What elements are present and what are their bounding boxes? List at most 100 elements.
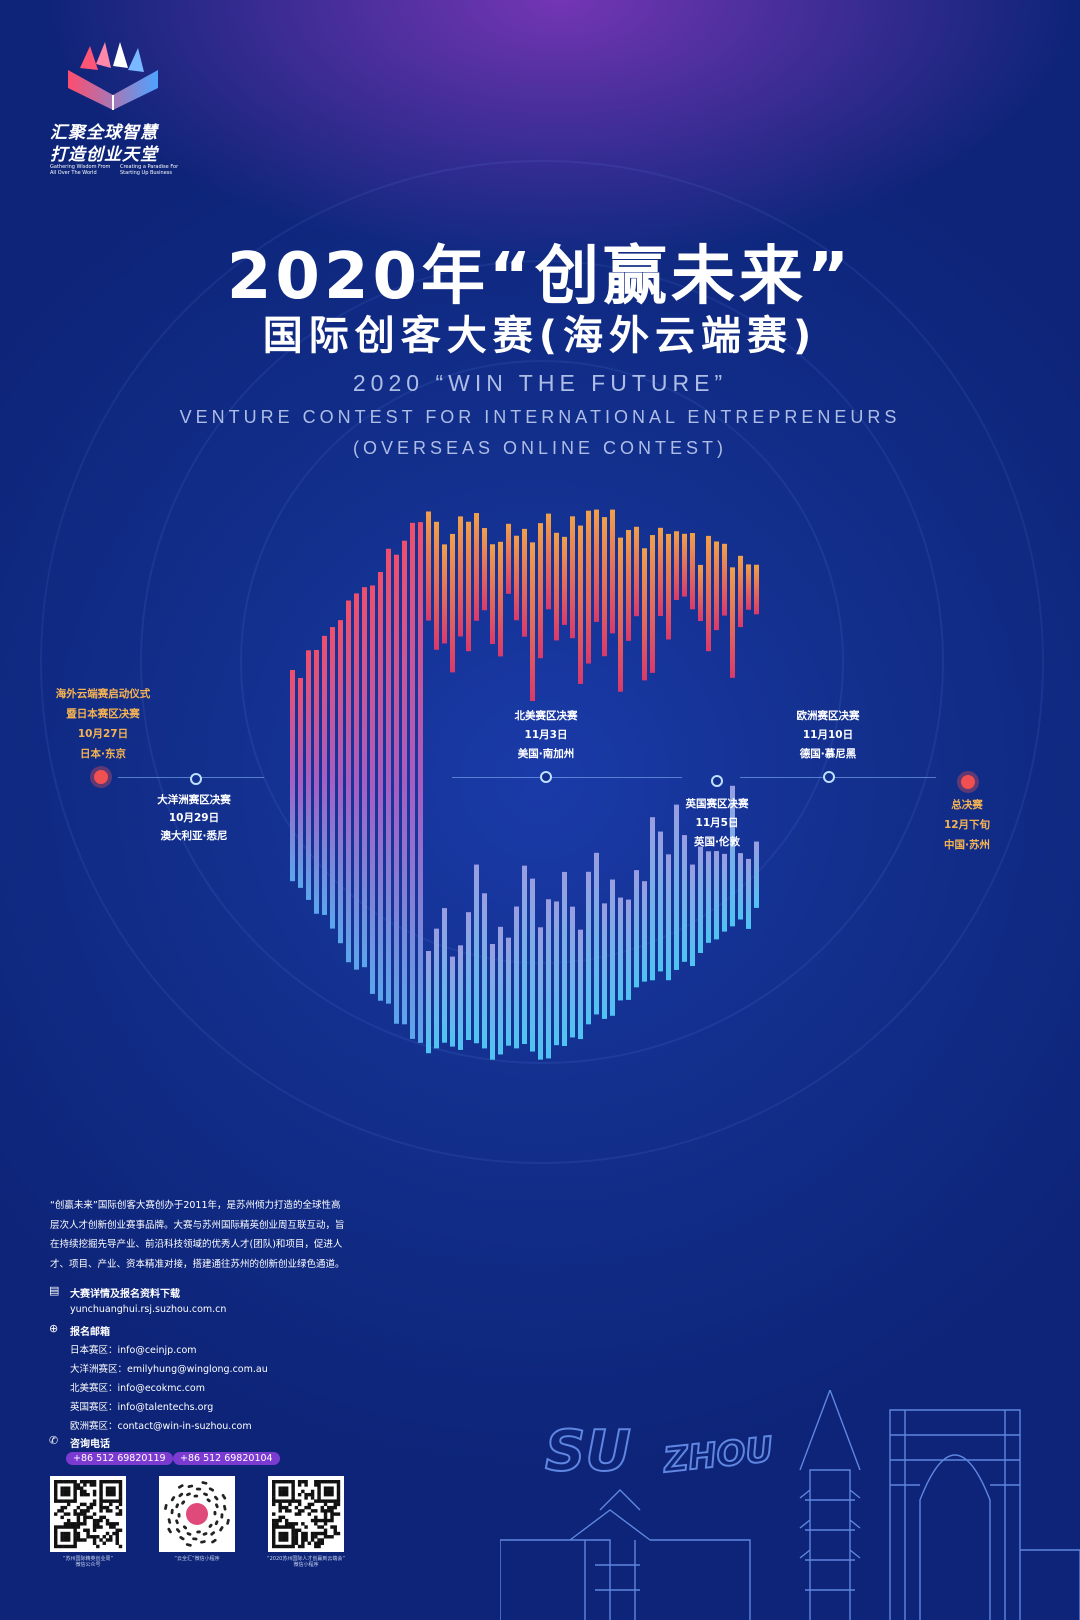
c-bar bbox=[498, 541, 503, 657]
c-bar bbox=[314, 649, 319, 914]
download-title: 大赛详情及报名资料下载 bbox=[70, 1289, 180, 1300]
city-word-su: SU bbox=[545, 1419, 631, 1484]
c-letter-graphic bbox=[290, 509, 759, 1060]
c-bar bbox=[746, 564, 751, 610]
c-bar bbox=[634, 870, 639, 988]
timeline-dot bbox=[711, 775, 723, 787]
c-bar bbox=[602, 517, 607, 657]
c-bar bbox=[506, 937, 511, 1046]
c-bar bbox=[730, 567, 735, 678]
c-bar bbox=[738, 555, 743, 628]
c-bar bbox=[610, 509, 615, 634]
c-bar bbox=[722, 543, 727, 616]
slogan-en-left: Gathering Wisdom From All Over The World bbox=[50, 164, 111, 176]
c-bar bbox=[506, 523, 511, 594]
c-bar bbox=[426, 950, 431, 1054]
bg-swirl bbox=[40, 160, 1044, 1164]
c-bar bbox=[498, 926, 503, 1055]
c-bar bbox=[578, 525, 583, 684]
c-bar bbox=[738, 853, 743, 920]
c-bar bbox=[690, 864, 695, 967]
slogan-line-1: 汇聚全球智慧 bbox=[50, 123, 158, 143]
email-title: 报名邮箱 bbox=[70, 1327, 110, 1338]
c-bar bbox=[674, 804, 679, 970]
c-bar bbox=[666, 854, 671, 981]
c-bar bbox=[474, 864, 479, 1044]
phone-badge-1[interactable]: +86 512 69820119 bbox=[66, 1452, 173, 1465]
document-icon: ▤ bbox=[49, 1284, 60, 1297]
timeline-segment bbox=[740, 777, 936, 778]
c-bar bbox=[530, 878, 535, 1052]
timeline-dot-start bbox=[94, 770, 108, 784]
event-north-america: 北美赛区决赛 11月3日 美国·南加州 bbox=[514, 710, 578, 760]
c-bar bbox=[682, 533, 687, 597]
c-bar bbox=[754, 841, 759, 908]
qr-code-mini-program[interactable] bbox=[159, 1476, 235, 1552]
c-bar bbox=[626, 899, 631, 1000]
book-fan-icon bbox=[68, 42, 158, 110]
c-bar bbox=[562, 871, 567, 1047]
c-bar bbox=[594, 852, 599, 1015]
c-bar bbox=[434, 928, 439, 1049]
c-bar bbox=[378, 572, 383, 1001]
c-bar bbox=[746, 858, 751, 929]
event-oceania: 大洋洲赛区决赛 10月29日 澳大利亚·悉尼 bbox=[157, 794, 231, 842]
c-bar bbox=[610, 879, 615, 1016]
email-oceania[interactable]: 大洋洲赛区：emilyhung@winglong.com.au bbox=[70, 1364, 268, 1375]
timeline-dot bbox=[823, 771, 835, 783]
c-bar bbox=[650, 817, 655, 981]
email-uk[interactable]: 英国赛区：info@talentechs.org bbox=[70, 1402, 214, 1413]
suzhou-skyline-illustration: SU ZHOU bbox=[500, 1390, 1080, 1620]
c-bar bbox=[530, 542, 535, 702]
qr-code[interactable] bbox=[268, 1476, 344, 1552]
c-bar bbox=[642, 881, 647, 982]
slogan-line-2: 打造创业天堂 bbox=[50, 145, 158, 165]
phone-badge-2[interactable]: +86 512 69820104 bbox=[173, 1452, 280, 1465]
city-word-zhou: ZHOU bbox=[661, 1430, 775, 1481]
brand-logo: 汇聚全球智慧 打造创业天堂 Gathering Wisdom From All O… bbox=[50, 40, 180, 180]
c-bar bbox=[474, 513, 479, 621]
email-japan[interactable]: 日本赛区：info@ceinjp.com bbox=[70, 1345, 197, 1356]
c-bar bbox=[346, 600, 351, 963]
c-bar bbox=[298, 678, 303, 888]
event-uk: 英国赛区决赛 11月5日 英国·伦敦 bbox=[685, 798, 749, 848]
c-bar bbox=[554, 532, 559, 641]
c-bar bbox=[642, 548, 647, 681]
c-bar bbox=[658, 527, 663, 617]
website-link[interactable]: yunchuanghui.rsj.suzhou.com.cn bbox=[70, 1304, 227, 1315]
c-bar bbox=[490, 544, 495, 645]
event-europe: 欧洲赛区决赛 11月10日 德国·慕尼黑 bbox=[796, 710, 860, 760]
c-bar bbox=[570, 516, 575, 639]
c-bar bbox=[394, 554, 399, 1024]
c-bar bbox=[290, 670, 295, 882]
c-bar bbox=[442, 544, 447, 644]
c-bar bbox=[722, 853, 727, 932]
c-bar bbox=[386, 548, 391, 1004]
c-bar bbox=[618, 537, 623, 692]
c-bar bbox=[426, 511, 431, 621]
c-bar bbox=[618, 897, 623, 1001]
c-bar bbox=[514, 906, 519, 1049]
phone-icon: ✆ bbox=[49, 1434, 59, 1447]
title-en-1: 2020 “WIN THE FUTURE” bbox=[352, 370, 728, 396]
c-bar bbox=[554, 901, 559, 1046]
phone-title: 咨询电话 bbox=[70, 1439, 110, 1450]
c-bar bbox=[602, 903, 607, 1019]
title-main: 2020年“创赢未来” bbox=[226, 240, 854, 314]
timeline-dot-final bbox=[961, 775, 975, 789]
c-bar bbox=[698, 564, 703, 621]
email-north-america[interactable]: 北美赛区：info@ecokmc.com bbox=[70, 1383, 205, 1394]
qr-code[interactable] bbox=[50, 1476, 126, 1552]
c-bar bbox=[330, 627, 335, 929]
c-bar bbox=[466, 521, 471, 652]
c-bar bbox=[522, 528, 527, 637]
c-bar bbox=[402, 540, 407, 1025]
c-bar bbox=[458, 945, 463, 1050]
c-bar bbox=[442, 908, 447, 1043]
title-en-2: VENTURE CONTEST FOR INTERNATIONAL ENTREP… bbox=[179, 407, 901, 427]
c-bar bbox=[538, 523, 543, 659]
c-bar bbox=[626, 530, 631, 641]
email-europe[interactable]: 欧洲赛区：contact@win-in-suzhou.com bbox=[70, 1421, 252, 1432]
c-bar bbox=[570, 906, 575, 1038]
c-bar bbox=[450, 533, 455, 673]
